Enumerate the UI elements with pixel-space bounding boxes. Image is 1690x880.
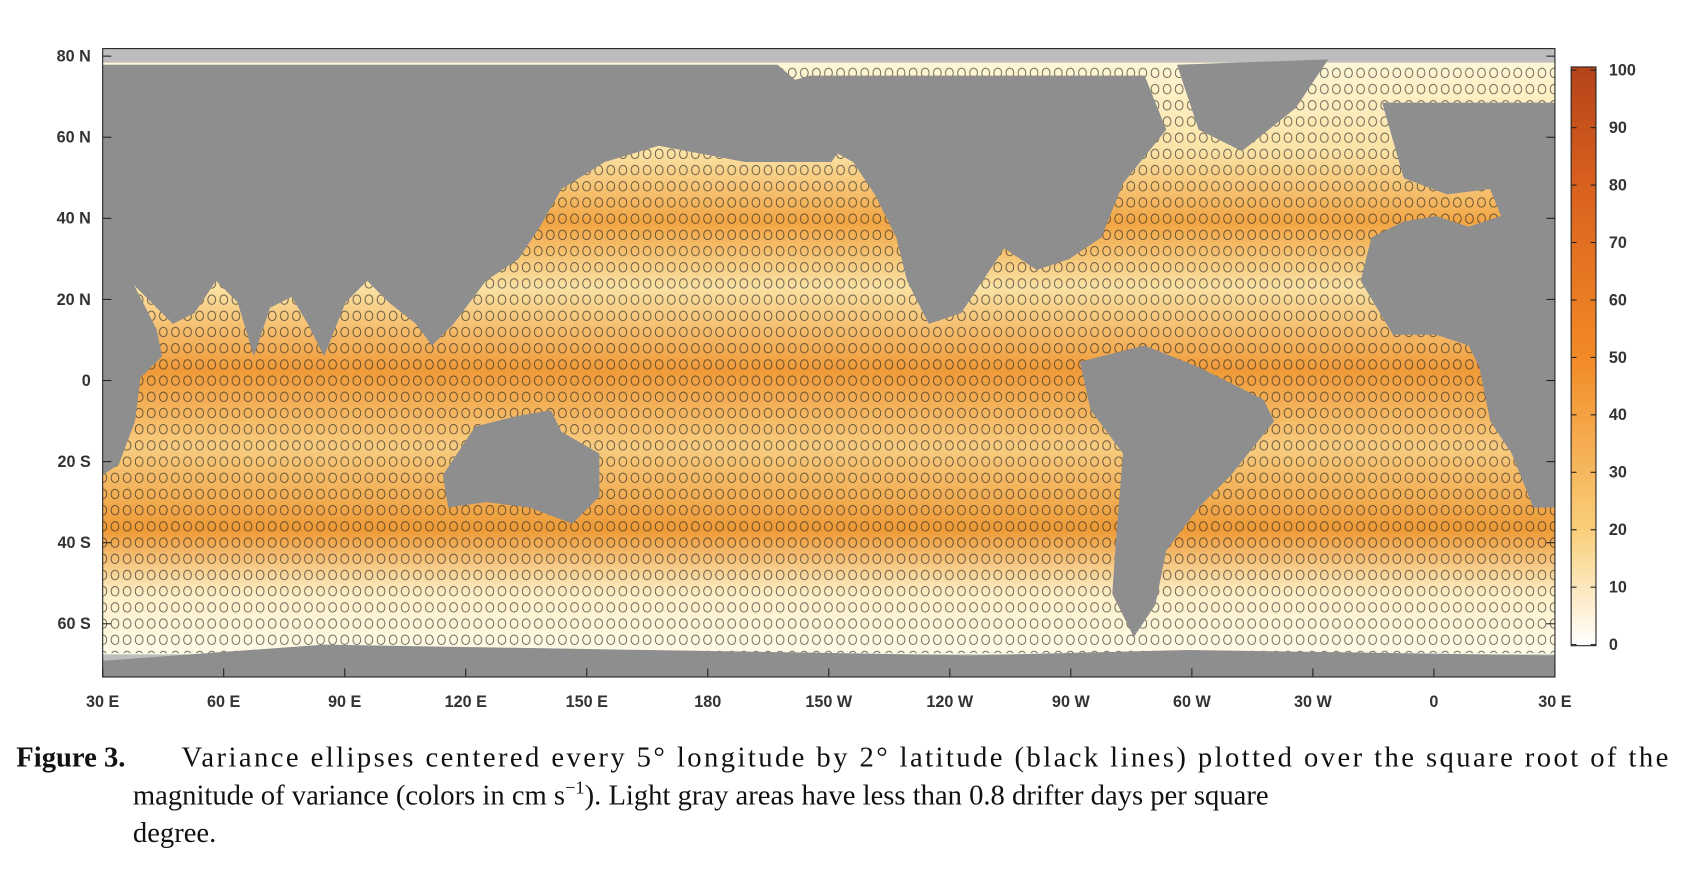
lon-tick-label: 90 W xyxy=(1052,693,1091,711)
lon-tick-label: 150 W xyxy=(805,693,853,711)
colorbar-tick-label: 90 xyxy=(1609,119,1627,137)
south-america xyxy=(1079,345,1275,638)
colorbar-tick-label: 80 xyxy=(1609,176,1627,194)
lat-tick-label: 0 xyxy=(82,372,91,390)
colorbar-tick-label: 0 xyxy=(1609,636,1618,654)
lon-tick-label: 30 E xyxy=(1538,693,1572,711)
lon-tick-label: 60 W xyxy=(1173,693,1212,711)
lon-tick-label: 180 xyxy=(694,693,721,711)
colorbar-tick-label: 50 xyxy=(1609,349,1627,367)
lon-tick-label: 0 xyxy=(1429,693,1438,711)
north-america xyxy=(734,75,1167,324)
lat-tick-label: 40 S xyxy=(57,534,91,552)
colorbar-tick-label: 70 xyxy=(1609,234,1627,252)
africa-east xyxy=(102,278,163,476)
australia xyxy=(442,410,600,524)
caption-line: degree. xyxy=(133,818,216,849)
lat-tick-label: 40 N xyxy=(57,210,91,228)
caption-label: Figure 3. xyxy=(16,743,125,774)
greenland xyxy=(1177,59,1329,152)
colorbar-tick-label: 40 xyxy=(1609,406,1627,424)
colorbar-tick-label: 20 xyxy=(1609,521,1627,539)
lon-tick-label: 30 W xyxy=(1294,693,1333,711)
lon-tick-label: 120 E xyxy=(445,693,488,711)
land xyxy=(102,59,1555,678)
lon-tick-label: 90 E xyxy=(328,693,362,711)
lon-tick-label: 120 W xyxy=(926,693,974,711)
map xyxy=(102,48,1556,678)
colorbar-tick-label: 30 xyxy=(1609,464,1627,482)
caption-line: magnitude of variance (colors in cm s−1)… xyxy=(133,778,1269,812)
lat-tick-label: 60 S xyxy=(57,615,91,633)
lon-tick-label: 30 E xyxy=(86,693,120,711)
lat-tick-label: 60 N xyxy=(57,129,91,147)
colorbar-tick-label: 60 xyxy=(1609,291,1627,309)
caption-superscript: −1 xyxy=(565,778,585,798)
europe-africa xyxy=(1360,102,1555,508)
lat-tick-label: 20 N xyxy=(57,291,91,309)
caption-line: Variance ellipses centered every 5° long… xyxy=(181,743,1668,774)
colorbar-tick-label: 10 xyxy=(1609,579,1627,597)
caption-text: magnitude of variance (colors in cm s xyxy=(133,780,565,811)
lon-tick-label: 150 E xyxy=(566,693,609,711)
colorbar xyxy=(1570,66,1597,647)
lat-tick-label: 80 N xyxy=(57,48,91,66)
asia xyxy=(102,64,854,357)
lon-tick-label: 60 E xyxy=(207,693,241,711)
lat-tick-label: 20 S xyxy=(57,453,91,471)
colorbar-tick-label: 100 xyxy=(1609,62,1636,80)
caption-text: ). Light gray areas have less than 0.8 d… xyxy=(585,780,1269,811)
